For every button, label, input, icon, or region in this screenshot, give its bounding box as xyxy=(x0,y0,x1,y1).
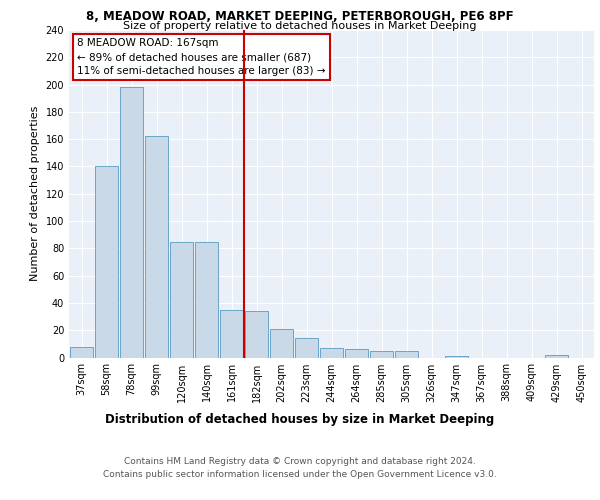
Bar xyxy=(269,329,293,358)
Bar xyxy=(145,136,169,358)
Bar xyxy=(320,348,343,358)
Bar xyxy=(220,310,244,358)
Bar xyxy=(70,346,94,358)
Text: 8 MEADOW ROAD: 167sqm
← 89% of detached houses are smaller (687)
11% of semi-det: 8 MEADOW ROAD: 167sqm ← 89% of detached … xyxy=(77,38,325,76)
Bar xyxy=(194,242,218,358)
Bar xyxy=(170,242,193,358)
Text: Contains HM Land Registry data © Crown copyright and database right 2024.
Contai: Contains HM Land Registry data © Crown c… xyxy=(103,458,497,479)
Text: 8, MEADOW ROAD, MARKET DEEPING, PETERBOROUGH, PE6 8PF: 8, MEADOW ROAD, MARKET DEEPING, PETERBOR… xyxy=(86,10,514,23)
Bar xyxy=(545,355,568,358)
Y-axis label: Number of detached properties: Number of detached properties xyxy=(30,106,40,282)
Bar xyxy=(445,356,469,358)
Bar xyxy=(370,350,394,358)
Bar xyxy=(395,350,418,358)
Bar xyxy=(245,311,268,358)
Text: Size of property relative to detached houses in Market Deeping: Size of property relative to detached ho… xyxy=(123,21,477,31)
Text: Distribution of detached houses by size in Market Deeping: Distribution of detached houses by size … xyxy=(106,412,494,426)
Bar xyxy=(344,350,368,358)
Bar xyxy=(295,338,319,357)
Bar xyxy=(119,88,143,358)
Bar xyxy=(95,166,118,358)
